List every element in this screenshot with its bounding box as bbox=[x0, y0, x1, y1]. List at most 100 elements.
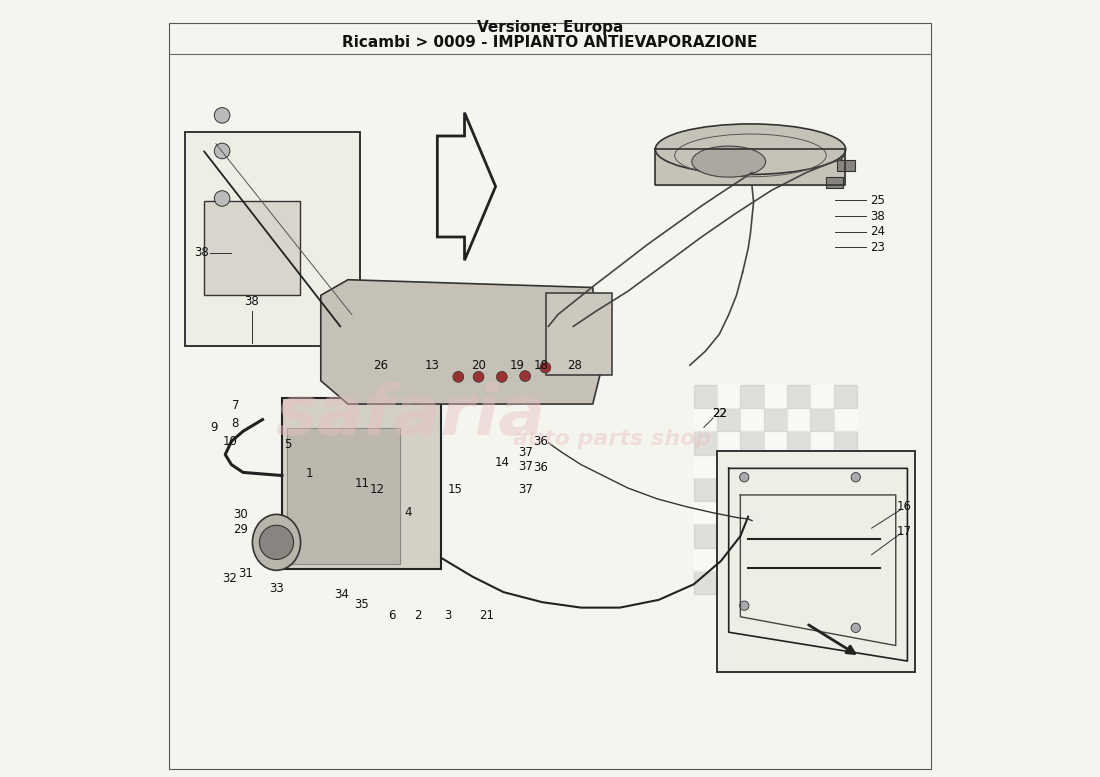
Text: 32: 32 bbox=[222, 573, 238, 585]
Bar bbox=[834, 501, 857, 524]
Text: 3: 3 bbox=[443, 609, 451, 622]
Text: 24: 24 bbox=[870, 225, 886, 238]
Text: 13: 13 bbox=[425, 359, 439, 371]
Text: 15: 15 bbox=[448, 483, 463, 496]
Text: 4: 4 bbox=[405, 507, 412, 519]
Text: 2: 2 bbox=[415, 609, 421, 622]
Bar bbox=[826, 177, 843, 188]
Bar bbox=[811, 548, 834, 571]
Bar bbox=[811, 571, 834, 594]
Text: 35: 35 bbox=[354, 598, 370, 611]
Text: 19: 19 bbox=[510, 359, 525, 371]
Bar bbox=[694, 548, 717, 571]
Text: safaria: safaria bbox=[275, 382, 546, 449]
Text: 22: 22 bbox=[712, 407, 727, 420]
Polygon shape bbox=[654, 149, 845, 185]
Bar bbox=[786, 385, 811, 408]
Bar bbox=[763, 501, 786, 524]
Bar bbox=[763, 431, 786, 455]
Bar bbox=[811, 408, 834, 431]
Bar bbox=[763, 524, 786, 548]
Text: 38: 38 bbox=[244, 295, 258, 308]
Bar bbox=[811, 431, 834, 455]
Text: 20: 20 bbox=[471, 359, 486, 371]
Text: 37: 37 bbox=[518, 446, 532, 458]
Text: 16: 16 bbox=[896, 500, 911, 514]
Text: 17: 17 bbox=[896, 524, 911, 538]
Bar bbox=[763, 455, 786, 478]
Circle shape bbox=[540, 362, 551, 373]
Bar bbox=[287, 428, 400, 564]
Text: 11: 11 bbox=[354, 477, 370, 490]
Text: 23: 23 bbox=[870, 241, 886, 253]
Bar bbox=[837, 160, 855, 171]
Text: 37: 37 bbox=[518, 460, 532, 472]
Bar bbox=[834, 571, 857, 594]
Bar bbox=[694, 385, 717, 408]
Bar bbox=[740, 478, 763, 501]
Bar bbox=[694, 408, 717, 431]
Bar bbox=[763, 571, 786, 594]
Text: 14: 14 bbox=[494, 456, 509, 469]
Bar bbox=[546, 293, 613, 375]
Bar bbox=[717, 408, 740, 431]
Bar bbox=[717, 385, 740, 408]
Bar bbox=[717, 451, 915, 672]
Text: 22: 22 bbox=[712, 407, 727, 420]
Bar bbox=[786, 455, 811, 478]
Bar bbox=[717, 548, 740, 571]
Text: 1: 1 bbox=[306, 468, 312, 480]
Circle shape bbox=[260, 525, 294, 559]
Bar bbox=[717, 478, 740, 501]
Text: 38: 38 bbox=[194, 246, 209, 260]
Bar bbox=[740, 524, 763, 548]
Bar bbox=[740, 501, 763, 524]
Bar bbox=[694, 431, 717, 455]
Text: 36: 36 bbox=[534, 462, 548, 474]
Circle shape bbox=[214, 190, 230, 206]
Ellipse shape bbox=[252, 514, 300, 570]
Bar bbox=[786, 524, 811, 548]
Bar bbox=[740, 548, 763, 571]
Bar bbox=[717, 431, 740, 455]
Circle shape bbox=[519, 371, 530, 382]
Circle shape bbox=[453, 371, 464, 382]
Bar bbox=[786, 431, 811, 455]
Text: 12: 12 bbox=[370, 483, 385, 496]
Bar bbox=[717, 501, 740, 524]
Bar bbox=[786, 548, 811, 571]
Bar bbox=[694, 571, 717, 594]
Ellipse shape bbox=[656, 124, 846, 175]
Text: 28: 28 bbox=[568, 359, 582, 371]
Text: 33: 33 bbox=[270, 583, 284, 595]
Circle shape bbox=[214, 107, 230, 123]
Bar bbox=[811, 524, 834, 548]
Circle shape bbox=[214, 143, 230, 159]
Bar bbox=[834, 455, 857, 478]
Bar bbox=[740, 455, 763, 478]
Bar bbox=[811, 501, 834, 524]
Circle shape bbox=[496, 371, 507, 382]
Text: 37: 37 bbox=[518, 483, 532, 496]
Text: 25: 25 bbox=[870, 194, 886, 207]
Bar bbox=[786, 571, 811, 594]
Bar bbox=[834, 548, 857, 571]
Bar bbox=[811, 385, 834, 408]
Text: auto parts shop: auto parts shop bbox=[513, 429, 712, 449]
Bar bbox=[834, 431, 857, 455]
Text: Versione: Europa: Versione: Europa bbox=[476, 20, 624, 35]
Bar bbox=[763, 408, 786, 431]
Circle shape bbox=[851, 472, 860, 482]
Bar bbox=[811, 455, 834, 478]
Bar bbox=[763, 385, 786, 408]
Bar bbox=[694, 455, 717, 478]
Text: 26: 26 bbox=[373, 359, 388, 371]
Bar bbox=[834, 385, 857, 408]
Bar bbox=[694, 524, 717, 548]
Text: 36: 36 bbox=[534, 435, 548, 448]
Text: 29: 29 bbox=[233, 524, 249, 536]
Bar bbox=[786, 501, 811, 524]
Bar bbox=[786, 408, 811, 431]
Text: 7: 7 bbox=[232, 399, 239, 412]
Text: 21: 21 bbox=[478, 609, 494, 622]
